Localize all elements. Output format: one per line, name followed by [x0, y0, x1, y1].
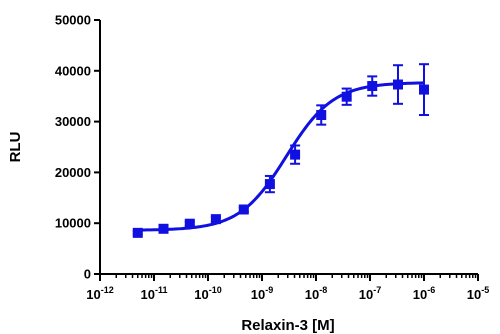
- y-tick-label: 0: [84, 267, 91, 282]
- data-points-layer: [132, 63, 429, 238]
- data-point: [290, 144, 301, 165]
- x-tick-label: 10-11: [141, 285, 168, 302]
- data-point: [341, 87, 352, 106]
- x-tick-label: 10-5: [467, 285, 489, 302]
- data-point: [264, 174, 275, 194]
- data-point: [419, 63, 429, 116]
- data-marker: [238, 204, 249, 215]
- data-marker: [132, 227, 143, 238]
- data-marker: [184, 218, 195, 229]
- data-marker: [392, 79, 403, 90]
- data-point: [158, 223, 169, 234]
- data-point: [210, 214, 221, 225]
- data-point: [392, 64, 403, 105]
- fit-curve-layer: [137, 81, 425, 232]
- data-marker: [316, 109, 327, 120]
- x-tick-label: 10-12: [86, 285, 113, 302]
- x-tick-label: 10-7: [359, 285, 381, 302]
- data-point: [367, 75, 378, 97]
- y-tick-label: 20000: [55, 165, 91, 180]
- y-tick-label: 40000: [55, 63, 91, 78]
- data-marker: [210, 214, 221, 225]
- x-tick-label: 10-10: [194, 285, 221, 302]
- data-marker: [290, 149, 301, 160]
- y-axis-title: RLU: [7, 132, 24, 163]
- data-point: [132, 227, 143, 238]
- x-tick-label: 10-8: [305, 285, 327, 302]
- y-tick-label: 30000: [55, 114, 91, 129]
- data-point: [316, 104, 327, 126]
- y-axis: 0 10000 20000 30000 40000 50000: [55, 13, 101, 282]
- data-point: [238, 204, 249, 215]
- x-axis: 10-12 10-11 10-10 10-9 10-8 10-7 10-6 10-5: [86, 273, 489, 302]
- fit-curve: [137, 81, 425, 232]
- x-tick-label: 10-6: [413, 285, 435, 302]
- y-tick-label: 50000: [55, 13, 91, 28]
- data-marker: [341, 91, 352, 102]
- y-tick-label: 10000: [55, 216, 91, 231]
- data-marker: [264, 179, 275, 190]
- data-marker: [158, 223, 169, 234]
- data-marker: [419, 84, 429, 95]
- data-marker: [367, 81, 378, 92]
- x-axis-title: Relaxin-3 [M]: [241, 317, 334, 334]
- x-tick-label: 10-9: [251, 285, 273, 302]
- data-point: [184, 218, 195, 229]
